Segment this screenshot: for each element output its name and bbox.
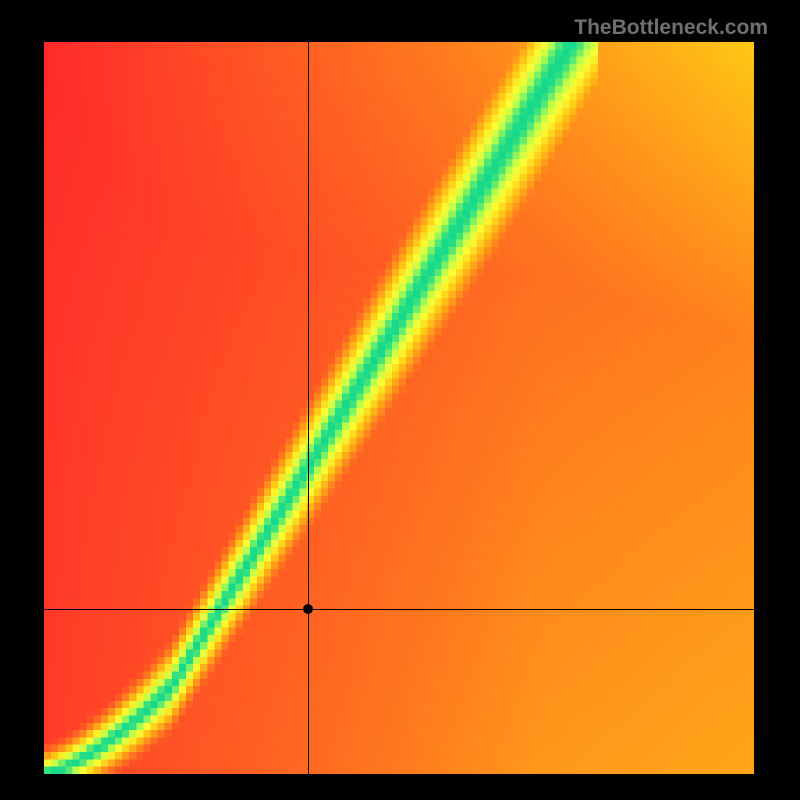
heatmap-canvas bbox=[44, 42, 754, 774]
watermark-text: TheBottleneck.com bbox=[574, 16, 768, 40]
plot-area bbox=[44, 42, 754, 774]
chart-frame: TheBottleneck.com bbox=[0, 0, 800, 800]
